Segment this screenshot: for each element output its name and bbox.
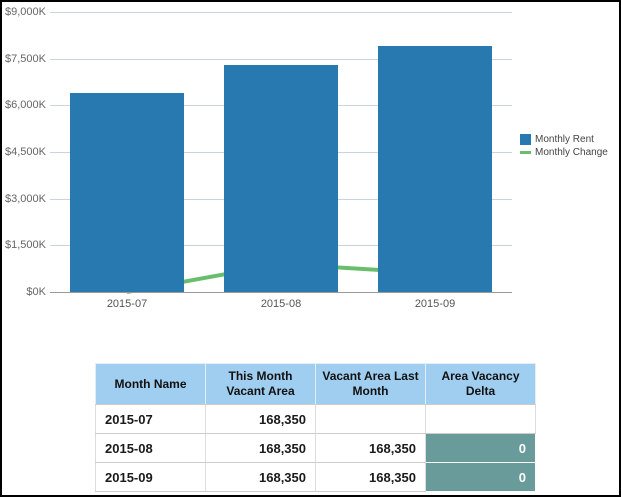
y-axis-tick-label: $3,000K <box>5 192 46 205</box>
x-axis-tick-label: 2015-09 <box>414 298 456 310</box>
x-axis-tick-label: 2015-07 <box>106 298 148 310</box>
chart-legend: Monthly Rent Monthly Change <box>520 134 608 160</box>
legend-label-monthly-change: Monthly Change <box>535 147 608 158</box>
y-axis-tick-label: $9,000K <box>5 6 46 18</box>
legend-item-monthly-rent[interactable]: Monthly Rent <box>520 134 608 145</box>
table-row: 2015-09 168,350 168,350 0 <box>95 462 536 492</box>
table-row: 2015-07 168,350 <box>95 404 536 434</box>
this-month-vacant-area-cell: 168,350 <box>205 462 316 492</box>
bar-2015-08[interactable] <box>224 64 338 292</box>
vacant-area-last-month-cell <box>315 404 426 434</box>
bar-2015-09[interactable] <box>378 46 492 292</box>
gridline <box>50 12 512 13</box>
legend-item-monthly-change[interactable]: Monthly Change <box>520 147 608 158</box>
rent-combo-chart: Monthly Rent Monthly Change $9,000K $7,50… <box>2 2 619 332</box>
area-vacancy-delta-cell: 0 <box>425 433 536 463</box>
y-axis-tick-label: $4,500K <box>5 146 46 158</box>
bar-2015-07[interactable] <box>70 92 184 292</box>
y-axis-tick-label: $6,000K <box>5 99 46 112</box>
table-header-row: Month Name This Month Vacant Area Vacant… <box>95 363 536 405</box>
area-vacancy-delta-cell <box>425 404 536 434</box>
month-cell: 2015-07 <box>95 404 206 434</box>
month-cell: 2015-08 <box>95 433 206 463</box>
this-month-vacant-area-cell: 168,350 <box>205 404 316 434</box>
x-axis-tick-label: 2015-08 <box>260 298 302 310</box>
monthly-change-swatch-icon <box>520 151 531 154</box>
y-axis-tick-label: $1,500K <box>5 239 46 252</box>
vacancy-table: Month Name This Month Vacant Area Vacant… <box>95 363 536 492</box>
y-axis-tick-label: $0K <box>26 286 46 298</box>
column-header-vacant-area-last-month: Vacant Area Last Month <box>315 363 426 405</box>
this-month-vacant-area-cell: 168,350 <box>205 433 316 463</box>
area-vacancy-delta-cell: 0 <box>425 462 536 492</box>
y-axis-tick-label: $7,500K <box>5 52 46 65</box>
column-header-area-vacancy-delta: Area Vacancy Delta <box>425 363 536 405</box>
column-header-month-name: Month Name <box>95 363 206 405</box>
table-row: 2015-08 168,350 168,350 0 <box>95 433 536 463</box>
column-header-this-month-vacant-area: This Month Vacant Area <box>205 363 316 405</box>
vacant-area-last-month-cell: 168,350 <box>315 433 426 463</box>
vacant-area-last-month-cell: 168,350 <box>315 462 426 492</box>
month-cell: 2015-09 <box>95 462 206 492</box>
x-axis-line <box>50 292 512 293</box>
monthly-rent-swatch-icon <box>520 134 531 145</box>
gridline <box>50 58 512 60</box>
legend-label-monthly-rent: Monthly Rent <box>535 134 594 145</box>
